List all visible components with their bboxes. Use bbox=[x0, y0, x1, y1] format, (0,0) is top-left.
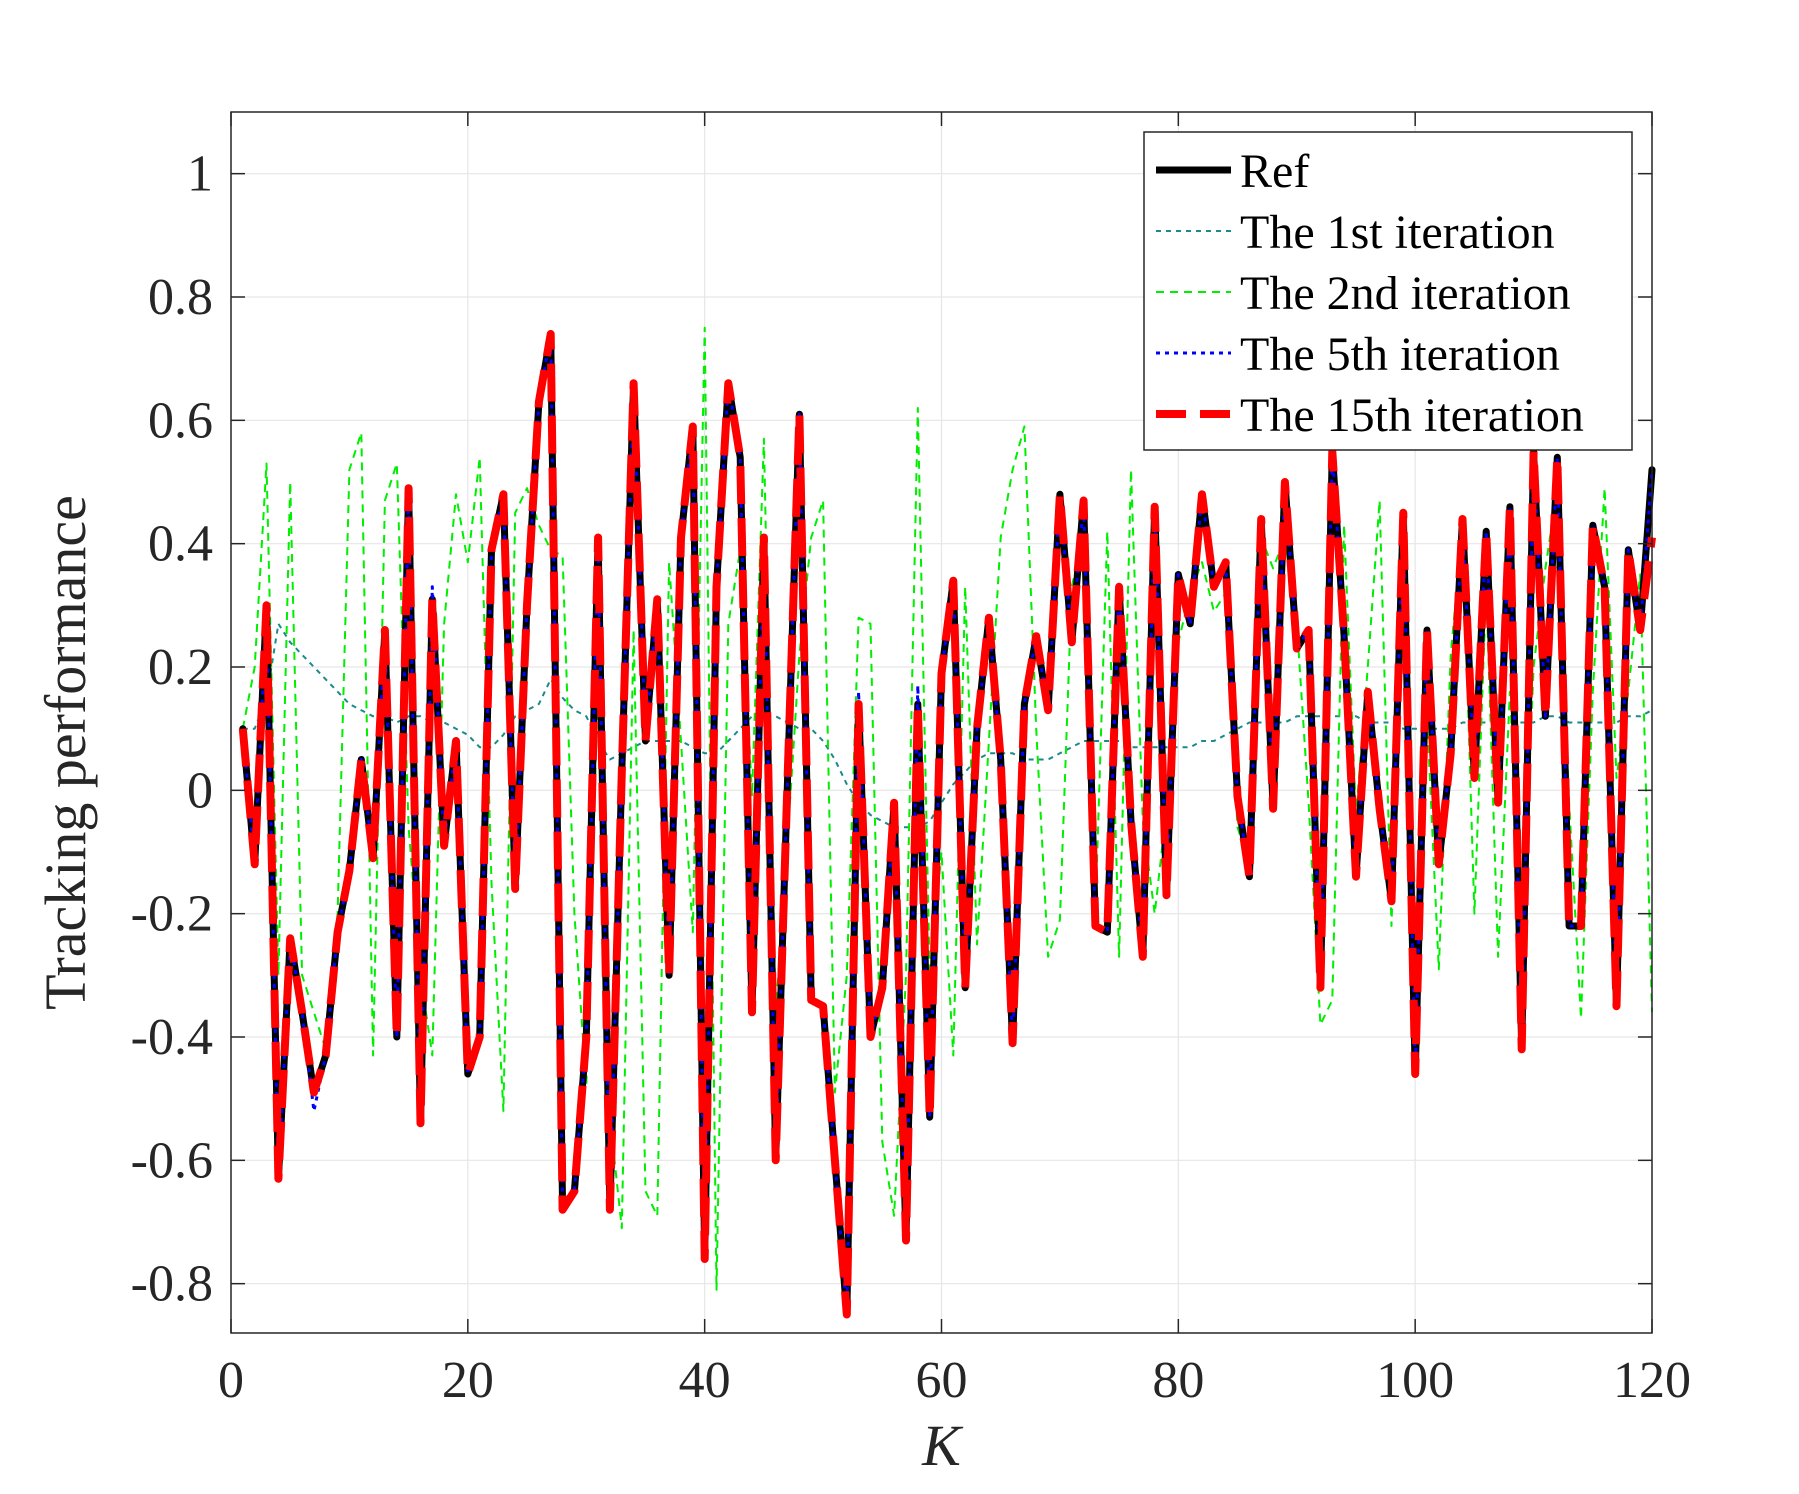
y-tick-label: 1 bbox=[187, 146, 213, 203]
legend-entry-label: The 15th iteration bbox=[1240, 389, 1584, 442]
x-tick-label: 0 bbox=[218, 1352, 244, 1409]
y-tick-label: 0.2 bbox=[148, 639, 213, 696]
y-tick-label: -0.6 bbox=[131, 1132, 213, 1189]
x-axis-label: K bbox=[921, 1413, 964, 1478]
y-tick-label: 0 bbox=[187, 762, 213, 819]
x-tick-label: 120 bbox=[1613, 1352, 1691, 1409]
y-tick-label: 0.4 bbox=[148, 516, 213, 573]
x-tick-label: 100 bbox=[1376, 1352, 1454, 1409]
legend-box bbox=[1143, 131, 1633, 451]
y-axis-label: Tracking performance bbox=[33, 495, 98, 1010]
x-tick-label: 20 bbox=[442, 1352, 494, 1409]
y-tick-label: -0.2 bbox=[131, 886, 213, 943]
series-line-4 bbox=[238, 330, 1656, 1319]
series-line-2 bbox=[241, 326, 1653, 1291]
y-tick-label: 0.8 bbox=[148, 269, 213, 326]
legend-entry-label: Ref bbox=[1240, 145, 1309, 198]
y-tick-label: -0.4 bbox=[131, 1009, 213, 1066]
legend: Ref The 1st iteration The 2nd iteration The… bbox=[1143, 131, 1633, 451]
series-line-1 bbox=[242, 622, 1653, 829]
y-tick-label: 0.6 bbox=[148, 392, 213, 449]
y-tick-label: -0.8 bbox=[131, 1256, 213, 1313]
legend-entry-label: The 5th iteration bbox=[1240, 328, 1560, 381]
x-tick-label: 40 bbox=[679, 1352, 731, 1409]
axis-ticks: 0 20 40 60 80 100 120 -0.8 -0.6 -0.4 -0.2 0 0.2 0.4 0.… bbox=[131, 112, 1691, 1409]
legend-entry-label: The 2nd iteration bbox=[1240, 267, 1571, 320]
x-tick-label: 60 bbox=[916, 1352, 968, 1409]
legend-entry-label: The 1st iteration bbox=[1240, 206, 1555, 259]
x-tick-label: 80 bbox=[1152, 1352, 1204, 1409]
plot-series bbox=[238, 326, 1656, 1319]
